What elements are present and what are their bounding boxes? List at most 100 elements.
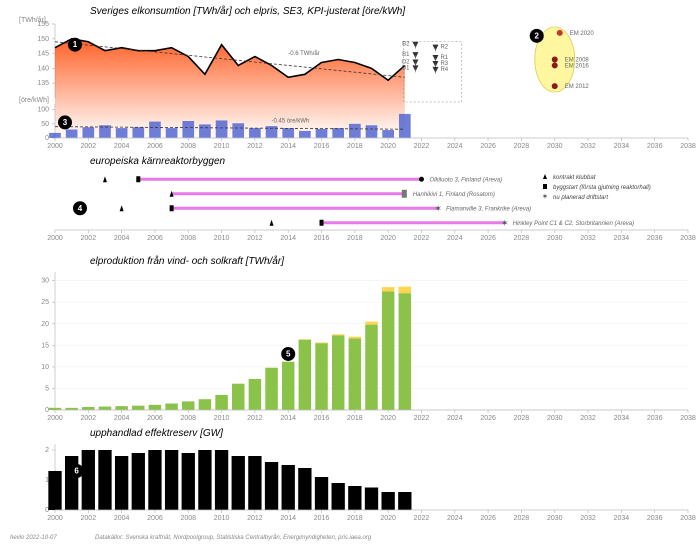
svg-text:20: 20 (41, 321, 49, 328)
svg-text:2038: 2038 (680, 235, 696, 242)
price-bar (382, 130, 394, 138)
reserve-bar (348, 486, 361, 510)
svg-text:2002: 2002 (81, 143, 97, 150)
svg-text:50: 50 (41, 121, 49, 128)
price-bar (116, 128, 128, 138)
reserve-bar (132, 453, 145, 510)
price-bar (216, 120, 228, 138)
svg-text:2016: 2016 (314, 415, 330, 422)
svg-text:-0.45 öre/kWh: -0.45 öre/kWh (272, 118, 310, 124)
reserve-bar (115, 456, 128, 510)
svg-text:O1: O1 (401, 65, 410, 71)
svg-text:2034: 2034 (614, 235, 630, 242)
panel2-title: europeiska kärnreaktorbyggen (90, 156, 226, 167)
svg-text:2020: 2020 (380, 143, 396, 150)
price-bar (282, 128, 294, 138)
svg-text:2020: 2020 (380, 235, 396, 242)
svg-text:2028: 2028 (514, 235, 530, 242)
svg-text:✶: ✶ (542, 192, 549, 201)
price-bar (332, 128, 344, 138)
reserve-bar (215, 450, 228, 510)
svg-text:kontrakt klubbat: kontrakt klubbat (553, 175, 596, 181)
svg-text:2032: 2032 (580, 143, 596, 150)
svg-text:2008: 2008 (180, 415, 196, 422)
price-bar (166, 128, 178, 138)
svg-text:Hinkley Point C1 & C2, Storbri: Hinkley Point C1 & C2, Storbritannien (A… (513, 221, 634, 227)
svg-text:2018: 2018 (347, 235, 363, 242)
svg-text:2024: 2024 (447, 235, 463, 242)
svg-text:2002: 2002 (81, 235, 97, 242)
reserve-bar (82, 450, 95, 510)
svg-text:2024: 2024 (447, 143, 463, 150)
svg-text:2008: 2008 (180, 515, 196, 522)
svg-text:[TWh/år]: [TWh/år] (19, 16, 46, 24)
reserve-bar (48, 471, 61, 510)
svg-text:2028: 2028 (514, 415, 530, 422)
svg-text:5: 5 (286, 349, 291, 358)
svg-text:EM 2016: EM 2016 (565, 63, 590, 69)
svg-text:2022: 2022 (414, 515, 430, 522)
svg-text:Olkiluoto 3, Finland (Areva): Olkiluoto 3, Finland (Areva) (429, 177, 502, 183)
svg-text:150: 150 (37, 36, 49, 43)
svg-text:15: 15 (41, 342, 49, 349)
price-bar (66, 130, 78, 139)
reserve-bar (182, 453, 195, 510)
reserve-bar (98, 450, 111, 510)
wind-bar (332, 335, 344, 410)
reserve-bar (381, 492, 394, 510)
price-bar (316, 129, 328, 138)
wind-bar (399, 293, 411, 410)
svg-text:✶: ✶ (434, 203, 442, 213)
reserve-bar (265, 462, 278, 510)
svg-text:Flamanville 3, Frankrike (Arev: Flamanville 3, Frankrike (Areva) (446, 206, 531, 212)
reserve-bar (398, 492, 411, 510)
footer-date: hevlo 2022-10-07 (10, 535, 57, 541)
svg-text:2032: 2032 (580, 515, 596, 522)
wind-bar (182, 401, 194, 410)
svg-text:2030: 2030 (547, 515, 563, 522)
price-bar (132, 127, 144, 138)
svg-text:2028: 2028 (514, 515, 530, 522)
wind-bar (315, 343, 327, 410)
svg-text:2024: 2024 (447, 415, 463, 422)
price-bar (249, 128, 261, 138)
svg-text:2022: 2022 (414, 143, 430, 150)
price-bar (149, 122, 161, 138)
wind-bar (149, 405, 161, 410)
wind-bar (99, 407, 111, 410)
svg-text:2012: 2012 (247, 235, 263, 242)
svg-text:10: 10 (41, 364, 49, 371)
price-bar (366, 125, 378, 138)
svg-text:2008: 2008 (180, 143, 196, 150)
svg-text:2006: 2006 (147, 235, 163, 242)
price-bar (182, 121, 194, 138)
wind-bar (249, 379, 261, 410)
svg-text:2010: 2010 (214, 515, 230, 522)
svg-text:4: 4 (78, 204, 83, 213)
wind-bar (299, 340, 311, 410)
svg-text:2038: 2038 (680, 415, 696, 422)
solar-bar (332, 334, 344, 335)
svg-text:2020: 2020 (380, 515, 396, 522)
svg-text:2034: 2034 (614, 515, 630, 522)
svg-text:2022: 2022 (414, 415, 430, 422)
svg-text:2014: 2014 (280, 415, 296, 422)
svg-text:2000: 2000 (47, 235, 63, 242)
svg-text:2028: 2028 (514, 143, 530, 150)
svg-text:30: 30 (41, 278, 49, 285)
svg-text:2000: 2000 (47, 515, 63, 522)
panel3-title: elproduktion från vind- och solkraft [TW… (90, 255, 284, 267)
panel4-title: upphandlad effektreserv [GW] (90, 428, 223, 439)
wind-bar (349, 338, 361, 410)
svg-text:2: 2 (535, 31, 540, 40)
price-bar (49, 133, 61, 138)
svg-text:6: 6 (74, 467, 79, 476)
svg-text:2004: 2004 (114, 415, 130, 422)
wind-bar (199, 399, 211, 410)
wind-bar (265, 368, 277, 410)
svg-text:2022: 2022 (414, 235, 430, 242)
svg-text:2006: 2006 (147, 515, 163, 522)
svg-text:2026: 2026 (480, 143, 496, 150)
svg-text:EM 2012: EM 2012 (565, 84, 590, 90)
svg-text:2036: 2036 (647, 415, 663, 422)
